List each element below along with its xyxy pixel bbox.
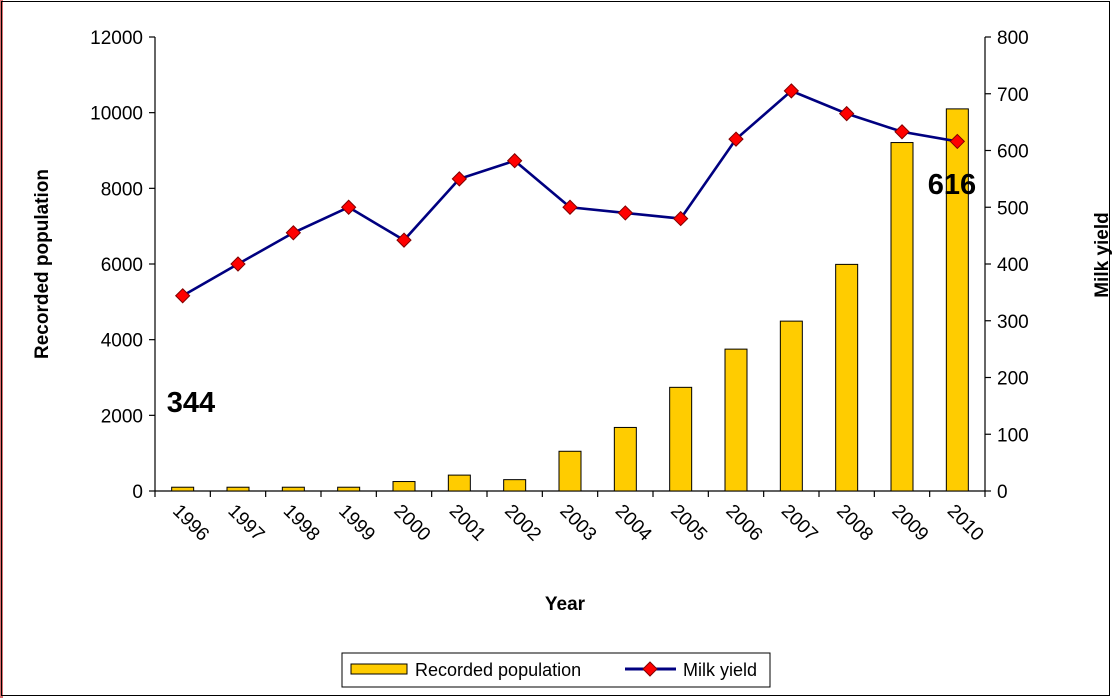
bar-recorded-population	[945, 108, 969, 492]
bar-recorded-population	[281, 486, 305, 492]
bar-recorded-population	[890, 142, 914, 492]
legend-label-population: Recorded population	[415, 660, 581, 680]
x-tick-label: 2009	[888, 501, 933, 546]
milk-yield-point	[728, 131, 744, 147]
milk-yield-point	[340, 199, 357, 215]
left-tick-label: 4000	[101, 331, 143, 352]
right-tick-label: 300	[997, 312, 1029, 333]
x-tick-label: 2003	[556, 501, 601, 546]
x-axis-title: Year	[545, 594, 586, 615]
x-tick-label: 2006	[722, 501, 767, 546]
x-tick-label: 2007	[777, 501, 822, 546]
right-tick-label: 400	[997, 255, 1029, 276]
milk-yield-point	[838, 105, 855, 122]
bar-recorded-population	[447, 474, 471, 492]
x-tick-label: 1996	[168, 501, 213, 546]
right-axis-title: Milk yield	[1092, 212, 1113, 298]
milk-yield-point	[783, 83, 800, 99]
right-tick-label: 600	[997, 142, 1029, 163]
milk-yield-point	[451, 171, 468, 187]
milk-yield-point	[174, 288, 191, 304]
x-tick-label: 2005	[666, 501, 711, 546]
bar-recorded-population	[613, 426, 637, 492]
x-tick-label: 1999	[334, 501, 379, 546]
milk-yield-point	[285, 225, 302, 241]
milk-yield-point	[396, 232, 412, 248]
right-tick-label: 500	[997, 198, 1029, 219]
left-tick-label: 10000	[90, 104, 143, 125]
legend-label-milk-yield: Milk yield	[683, 660, 757, 680]
milk-yield-point	[506, 153, 523, 169]
left-tick-label: 8000	[101, 179, 143, 200]
right-tick-label: 100	[997, 425, 1029, 446]
bar-recorded-population	[724, 348, 748, 492]
milk-yield-point	[672, 210, 689, 227]
tick-marks	[149, 36, 991, 497]
bar-recorded-population	[835, 263, 859, 492]
bar-recorded-population	[779, 320, 803, 492]
x-tick-label: 2008	[832, 501, 877, 546]
left-tick-label: 2000	[101, 406, 143, 427]
left-tick-label: 12000	[90, 28, 143, 49]
annotation-end-value: 616	[928, 169, 976, 201]
legend-box	[341, 652, 771, 688]
x-tick-label: 2001	[445, 501, 490, 546]
right-tick-label: 700	[997, 85, 1029, 106]
bar-recorded-population	[503, 479, 527, 492]
left-axis-title: Recorded population	[32, 169, 53, 359]
left-tick-label: 0	[132, 482, 143, 503]
bar-recorded-population	[226, 486, 250, 492]
legend-diamond-marker	[642, 661, 658, 677]
right-tick-label: 800	[997, 28, 1029, 49]
milk-yield-point	[230, 256, 246, 272]
x-tick-label: 1998	[279, 501, 324, 546]
bar-series	[171, 108, 969, 492]
milk-yield-point	[617, 205, 634, 221]
x-tick-label: 1997	[224, 501, 269, 546]
bar-recorded-population	[171, 486, 195, 492]
milk-yield-point	[562, 199, 578, 215]
bar-recorded-population	[337, 486, 361, 492]
legend-bar-swatch	[350, 663, 408, 675]
right-tick-label: 200	[997, 369, 1029, 390]
bar-recorded-population	[669, 386, 693, 492]
milk-yield-point	[894, 124, 910, 140]
annotation-start-value: 344	[167, 387, 215, 419]
legend: Recorded population Milk yield	[341, 652, 771, 688]
right-tick-label: 0	[997, 482, 1008, 503]
left-tick-label: 6000	[101, 255, 143, 276]
milk-yield-point	[949, 133, 966, 150]
bar-recorded-population	[392, 481, 416, 492]
axes	[154, 37, 986, 492]
x-tick-label: 2000	[390, 501, 435, 546]
x-tick-label: 2002	[500, 501, 545, 546]
x-tick-label: 2004	[611, 501, 656, 546]
bar-recorded-population	[558, 450, 582, 492]
x-tick-label: 2010	[943, 501, 988, 546]
line-series	[174, 83, 966, 304]
